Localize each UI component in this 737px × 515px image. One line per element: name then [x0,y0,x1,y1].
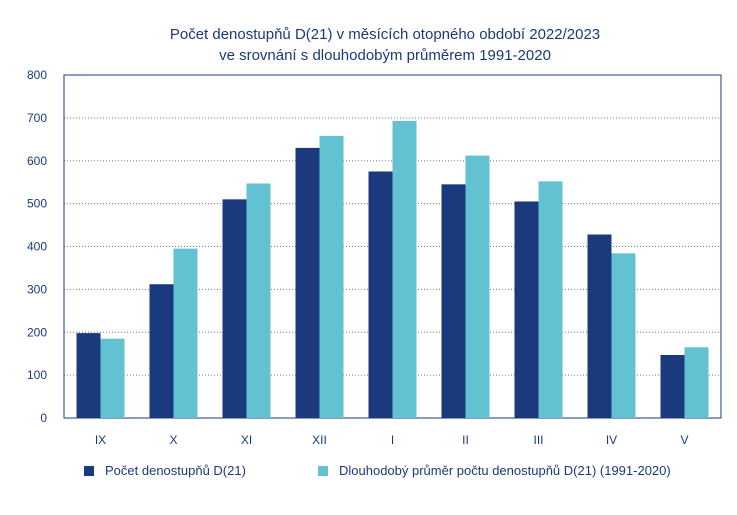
x-tick-label: IX [95,433,106,447]
y-tick-label: 100 [27,368,47,382]
chart-title-line2: ve srovnání s dlouhodobým průměrem 1991-… [219,47,551,64]
bar-series-1 [149,284,174,418]
chart-title-line1: Počet denostupňů D(21) v měsících otopné… [169,26,601,43]
bar-series-1 [514,201,539,418]
bar-series-2 [100,338,125,418]
bar-series-2 [684,347,709,418]
bar-series-2 [611,253,636,418]
bar-series-1 [368,171,393,418]
legend: Počet denostupňů D(21) Dlouhodobý průměr… [0,463,737,485]
bar-series-1 [660,354,685,418]
x-tick-label: V [680,433,688,447]
y-tick-label: 700 [27,111,47,125]
bar-series-2 [319,135,344,418]
legend-swatch-series-1 [84,465,94,476]
legend-label-series-1: Počet denostupňů D(21) [105,463,246,478]
bar-series-2 [246,183,271,418]
y-tick-label: 400 [27,240,47,254]
bar-series-2 [465,155,490,419]
legend-item-series-1: Počet denostupňů D(21) [84,463,246,478]
bar-series-1 [76,333,101,418]
y-tick-label: 300 [27,282,47,296]
x-tick-label: IV [606,433,617,447]
chart-title: Počet denostupňů D(21) v měsících otopné… [0,24,737,66]
x-tick-label: XI [241,433,252,447]
bar-series-1 [295,147,320,418]
x-tick-label: II [462,433,469,447]
bar-series-2 [392,120,417,418]
x-tick-label: I [391,433,394,447]
y-tick-label: 600 [27,154,47,168]
bar-series-1 [587,234,612,418]
bar-series-1 [441,184,466,418]
legend-label-series-2: Dlouhodobý průměr počtu denostupňů D(21)… [339,463,671,478]
bar-series-2 [538,181,563,418]
x-tick-label: X [169,433,177,447]
y-tick-label: 200 [27,325,47,339]
y-tick-label: 800 [27,68,47,82]
y-tick-label: 0 [40,411,47,425]
x-tick-label: XII [312,433,327,447]
y-tick-label: 500 [27,197,47,211]
legend-swatch-series-2 [318,465,328,476]
bar-series-1 [222,199,247,418]
x-tick-label: III [533,433,543,447]
bar-series-2 [173,248,198,418]
legend-item-series-2: Dlouhodobý průměr počtu denostupňů D(21)… [318,463,671,478]
